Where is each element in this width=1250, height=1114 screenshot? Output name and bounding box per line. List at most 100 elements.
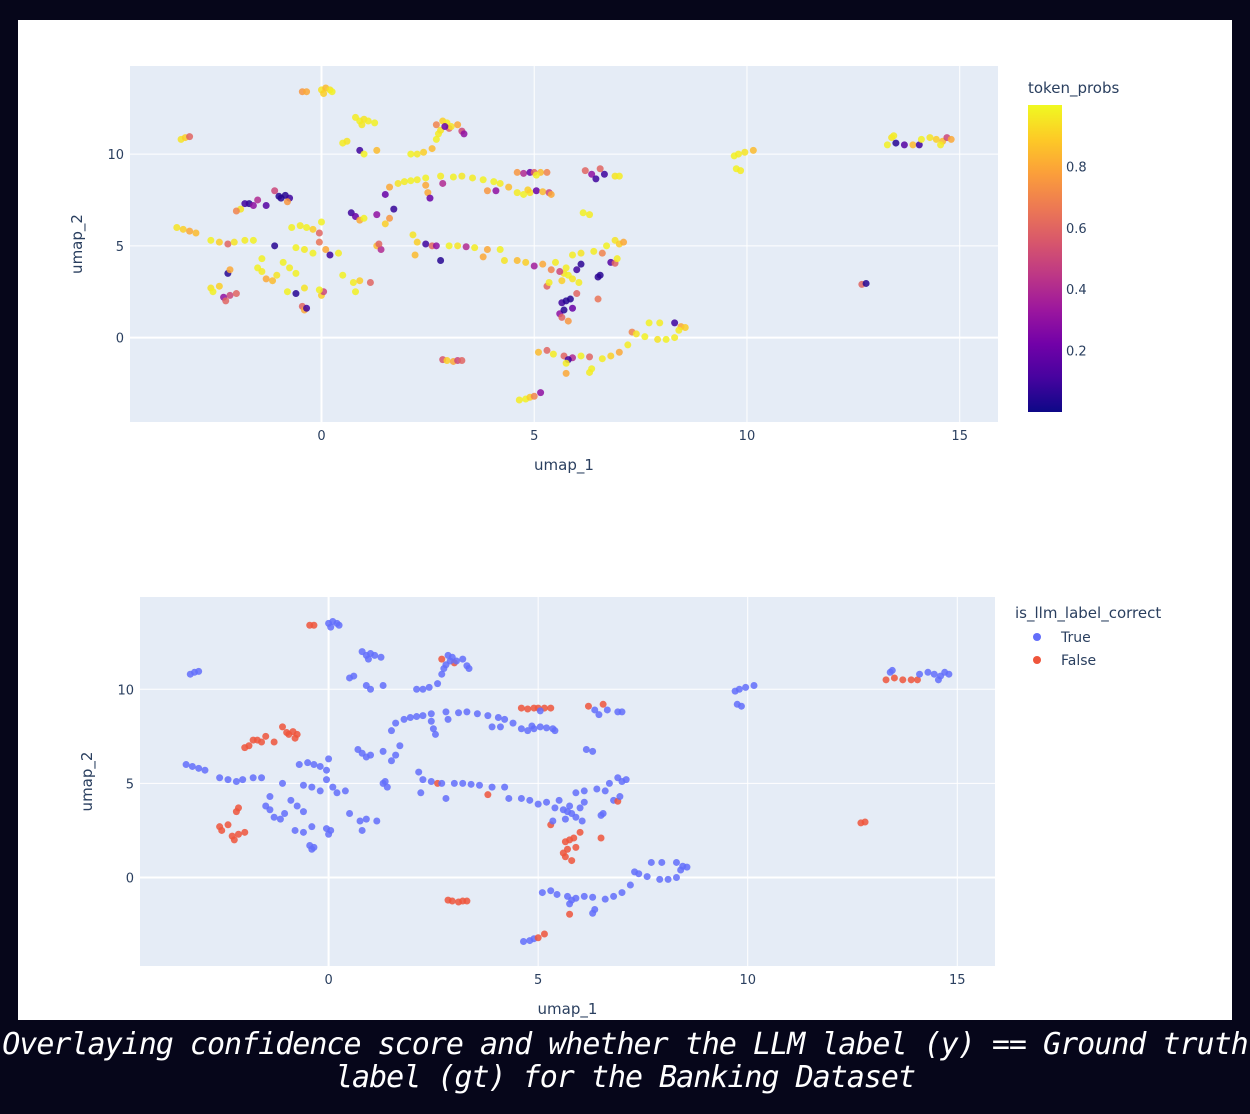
data-point xyxy=(560,306,568,314)
data-point xyxy=(387,757,395,765)
data-point xyxy=(279,779,286,787)
data-point xyxy=(419,776,427,784)
data-point xyxy=(558,277,566,285)
data-point xyxy=(239,776,247,784)
data-point xyxy=(749,146,757,154)
data-point xyxy=(400,178,408,186)
data-point xyxy=(262,275,270,283)
data-point xyxy=(675,326,683,334)
data-point xyxy=(463,897,471,905)
data-point xyxy=(371,119,379,127)
data-point xyxy=(241,744,249,752)
data-point xyxy=(447,123,455,131)
data-point xyxy=(439,179,447,187)
data-point xyxy=(917,135,925,143)
data-point xyxy=(407,177,415,185)
data-point xyxy=(543,346,551,354)
data-point xyxy=(549,817,557,825)
data-point xyxy=(422,181,430,189)
data-point xyxy=(364,117,372,125)
x-tick-label: 15 xyxy=(949,973,966,988)
legend-marker-true xyxy=(1033,633,1041,641)
data-point xyxy=(316,787,324,795)
data-point xyxy=(327,623,335,631)
data-point xyxy=(241,236,249,244)
data-point xyxy=(624,341,632,349)
data-point xyxy=(613,255,621,263)
data-point xyxy=(215,238,223,246)
data-point xyxy=(488,783,496,791)
data-point xyxy=(262,201,270,209)
data-point xyxy=(396,742,404,750)
data-point xyxy=(201,766,209,774)
data-point xyxy=(207,236,215,244)
data-point xyxy=(473,710,481,718)
data-point xyxy=(517,794,525,802)
data-point xyxy=(530,392,538,400)
data-point xyxy=(899,676,907,684)
data-point xyxy=(356,277,364,285)
data-point xyxy=(888,666,896,674)
data-point xyxy=(575,279,583,287)
data-point xyxy=(479,253,487,261)
data-point xyxy=(364,655,372,663)
colorbar-title: token_probs xyxy=(1028,79,1120,98)
data-point xyxy=(641,333,649,341)
data-point xyxy=(446,657,454,665)
data-point xyxy=(590,247,598,255)
data-point xyxy=(350,672,358,680)
data-point xyxy=(234,804,242,812)
data-point xyxy=(562,369,570,377)
data-point xyxy=(329,783,337,791)
data-point xyxy=(271,187,279,195)
data-point xyxy=(555,796,563,804)
data-point xyxy=(597,834,605,842)
data-point xyxy=(445,242,453,250)
data-point xyxy=(496,723,504,731)
data-point xyxy=(413,238,421,246)
data-point xyxy=(367,685,375,693)
data-point xyxy=(524,727,532,735)
data-point xyxy=(224,776,232,784)
data-point xyxy=(417,789,425,797)
data-point xyxy=(288,223,296,231)
x-tick-label: 5 xyxy=(534,973,542,988)
data-point xyxy=(513,189,521,197)
data-point xyxy=(232,207,240,215)
data-point xyxy=(947,135,955,143)
data-point xyxy=(734,150,742,158)
data-point xyxy=(377,246,385,254)
data-point xyxy=(500,257,508,265)
data-point xyxy=(352,288,360,296)
data-point xyxy=(303,88,311,96)
data-point xyxy=(916,670,924,678)
data-point xyxy=(455,709,463,717)
data-point xyxy=(367,751,375,759)
data-point xyxy=(310,621,318,629)
y-tick-label: 0 xyxy=(126,872,134,887)
data-point xyxy=(549,350,557,358)
data-point xyxy=(409,231,417,239)
data-point xyxy=(383,783,391,791)
data-point xyxy=(269,277,277,285)
data-point xyxy=(309,249,317,257)
data-point xyxy=(558,313,566,321)
data-point xyxy=(300,246,308,254)
data-point xyxy=(501,783,509,791)
data-point xyxy=(534,934,542,942)
data-point xyxy=(517,704,525,712)
data-point xyxy=(934,676,942,684)
data-point xyxy=(346,810,354,818)
data-point xyxy=(538,889,546,897)
data-point xyxy=(226,266,234,274)
data-point xyxy=(532,171,540,179)
data-point xyxy=(186,227,194,235)
data-point xyxy=(293,802,301,810)
data-point xyxy=(522,258,530,266)
data-point xyxy=(386,183,394,191)
data-point xyxy=(645,319,653,327)
data-point xyxy=(362,815,370,823)
data-point xyxy=(662,335,670,343)
data-point xyxy=(475,781,483,789)
data-point xyxy=(387,727,395,735)
